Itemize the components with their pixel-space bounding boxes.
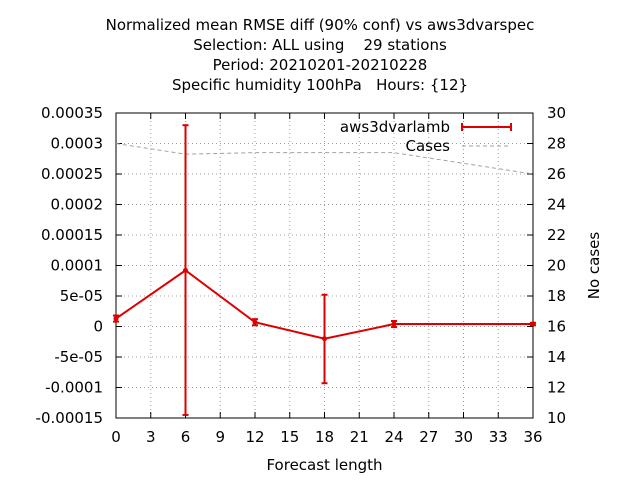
y-tick-label: 0.0001 [51,257,104,275]
data-point [322,336,327,342]
y2-axis-label: No cases [585,232,603,300]
x-tick-label: 30 [454,428,473,446]
x-tick-label: 27 [419,428,438,446]
y2-tick-label: 28 [547,135,566,153]
title-line-4: Specific humidity 100hPa Hours: {12} [171,76,469,94]
title-line-3: Period: 20210201-20210228 [212,56,428,74]
data-point [113,316,119,322]
data-point [391,321,397,327]
y-tick-label: -0.00015 [36,409,103,427]
y-tick-label: 0.0002 [51,196,104,214]
y2-tick-label: 16 [547,318,566,336]
x-tick-label: 9 [215,428,225,446]
data-point [252,319,258,325]
series-layer [113,124,536,416]
x-tick-label: 15 [280,428,299,446]
y2-tick-label: 20 [547,257,566,275]
title-line-2: Selection: ALL using 29 stations [193,36,447,54]
y2-tick-label: 24 [547,196,566,214]
y2-tick-label: 30 [547,104,566,122]
y2-tick-label: 18 [547,287,566,305]
x-tick-label: 24 [384,428,403,446]
x-tick-label: 21 [350,428,369,446]
x-tick-label: 6 [181,428,191,446]
y2-tick-label: 14 [547,348,566,366]
title-line-1: Normalized mean RMSE diff (90% conf) vs … [105,16,535,34]
x-tick-label: 36 [523,428,542,446]
legend-label: Cases [405,137,450,155]
cases-line [115,143,534,175]
y-tick-label: 0.00035 [41,104,103,122]
y-tick-label: 0.0003 [51,135,104,153]
x-tick-label: 0 [111,428,121,446]
y-tick-label: 5e-05 [60,287,103,305]
y2-tick-label: 22 [547,226,566,244]
aws3dvarlamb-line [115,269,533,340]
y-tick-label: 0.00025 [41,165,103,183]
data-point [530,321,536,327]
y2-tick-label: 12 [547,379,566,397]
y-tick-label: 0 [93,318,103,336]
x-tick-label: 33 [489,428,508,446]
x-axis-label: Forecast length [266,456,382,474]
axis-ticks: 0 3 6 9 12 15 18 21 24 27 30 33 360.000350.00030.000… [36,104,567,446]
y2-tick-label: 10 [547,409,566,427]
y-tick-label: -5e-05 [54,348,103,366]
y-tick-label: -0.0001 [45,379,103,397]
y2-tick-label: 26 [547,165,566,183]
x-tick-label: 18 [315,428,334,446]
y-tick-label: 0.00015 [41,226,103,244]
x-tick-label: 12 [245,428,264,446]
data-point [183,267,188,273]
legend-label: aws3dvarlamb [340,118,450,136]
x-tick-label: 3 [146,428,156,446]
